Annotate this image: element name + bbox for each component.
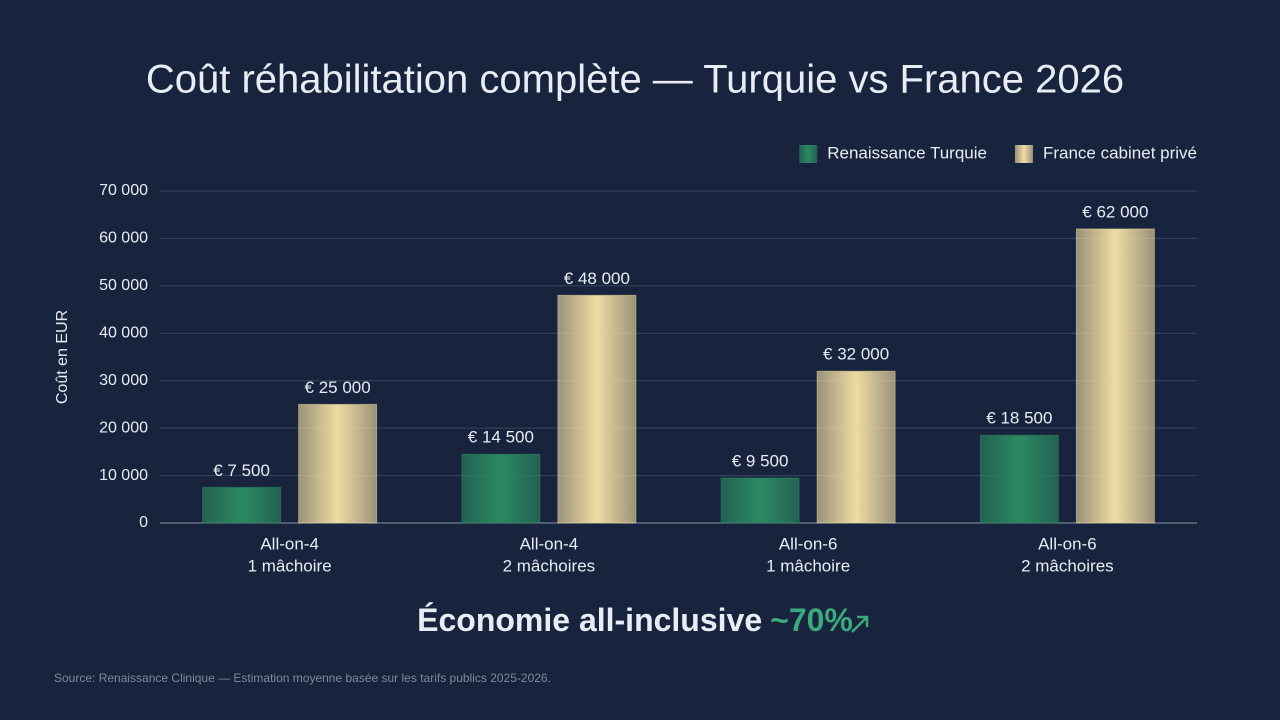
bar	[979, 434, 1059, 524]
value-label: € 32 000	[823, 345, 889, 364]
bar	[1075, 228, 1155, 524]
bar	[720, 477, 800, 524]
x-tick-label: 2 mâchoires	[503, 556, 596, 575]
bar	[816, 370, 896, 524]
x-tick-label: All-on-6	[1038, 534, 1097, 553]
x-tick-label: 2 mâchoires	[1021, 556, 1114, 575]
value-label: € 14 500	[468, 428, 534, 447]
annotation-highlight: ~70%	[770, 602, 853, 638]
y-tick-label: 20 000	[99, 419, 148, 436]
x-tick-label: All-on-4	[520, 534, 579, 553]
y-tick-label: 30 000	[99, 372, 148, 389]
legend-label: France cabinet privé	[1043, 143, 1197, 162]
bar	[202, 486, 282, 524]
legend-swatch	[799, 145, 818, 163]
value-label: € 7 500	[213, 461, 270, 480]
y-tick-label: 0	[139, 514, 148, 531]
arrow-icon	[851, 615, 869, 633]
value-label: € 62 000	[1082, 202, 1148, 221]
y-tick-label: 10 000	[99, 467, 148, 484]
value-label: € 18 500	[986, 409, 1052, 428]
value-label: € 25 000	[305, 378, 371, 397]
legend-swatch	[1014, 145, 1033, 163]
legend-label: Renaissance Turquie	[827, 143, 987, 162]
bar	[557, 294, 637, 524]
source-note: Source: Renaissance Clinique — Estimatio…	[54, 671, 551, 685]
bar	[298, 403, 378, 524]
value-label: € 9 500	[732, 451, 789, 470]
value-label: € 48 000	[564, 269, 630, 288]
y-tick-label: 70 000	[99, 182, 148, 199]
annotation-text: Économie all-inclusive	[417, 602, 762, 638]
x-tick-label: All-on-6	[779, 534, 838, 553]
y-tick-label: 60 000	[99, 230, 148, 247]
x-tick-label: All-on-4	[260, 534, 319, 553]
bar	[461, 453, 541, 524]
y-tick-label: 40 000	[99, 325, 148, 342]
annotation: Économie all-inclusive ~70%	[417, 602, 853, 638]
y-tick-label: 50 000	[99, 277, 148, 294]
y-axis-label: Coût en EUR	[54, 310, 71, 404]
x-tick-label: 1 mâchoire	[766, 556, 850, 575]
x-tick-label: 1 mâchoire	[248, 556, 332, 575]
chart-title: Coût réhabilitation complète — Turquie v…	[146, 58, 1124, 102]
